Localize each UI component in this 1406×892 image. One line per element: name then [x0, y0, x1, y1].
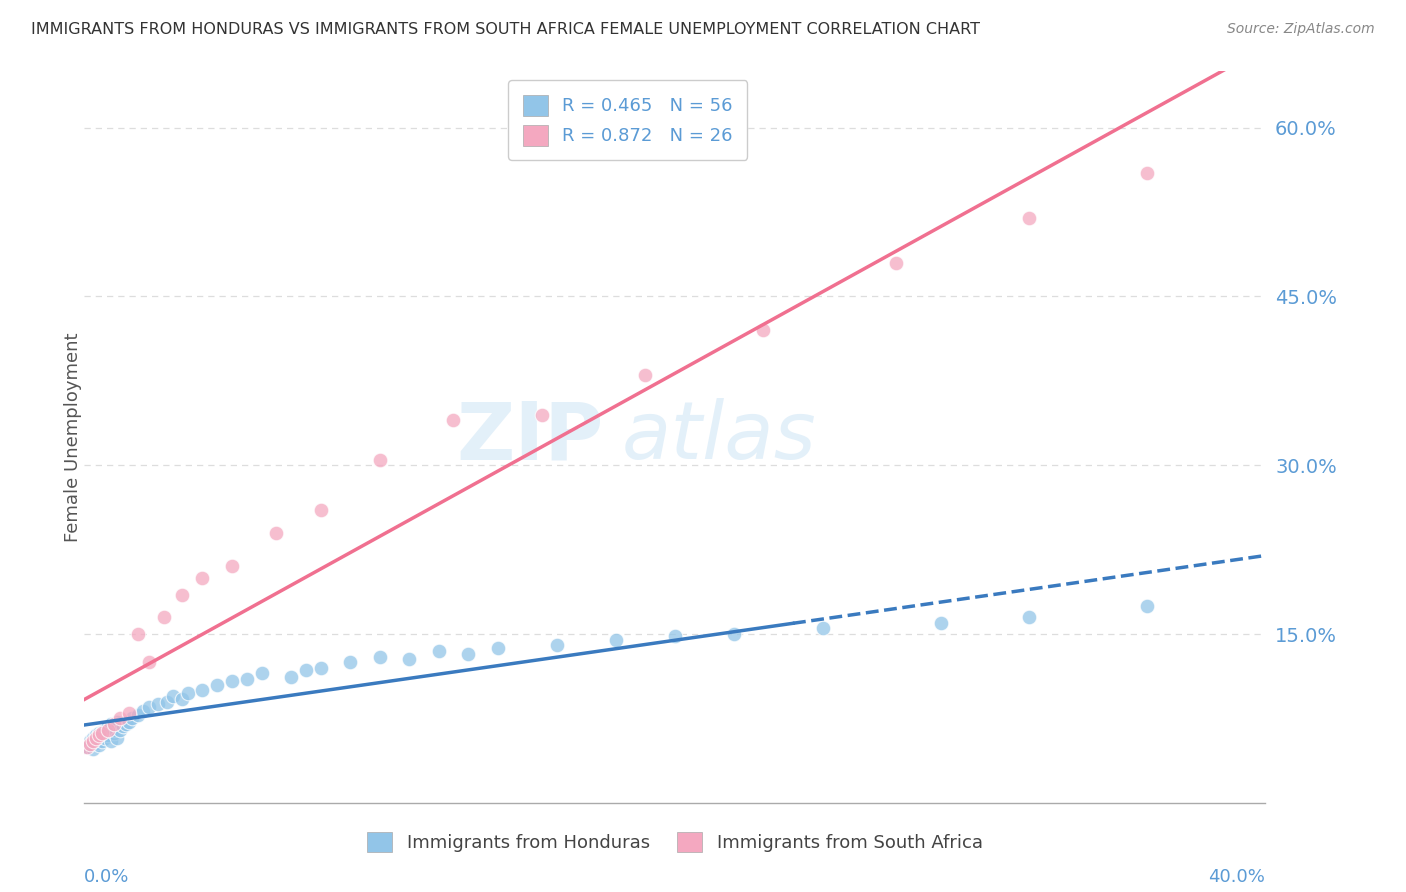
Y-axis label: Female Unemployment: Female Unemployment	[65, 333, 82, 541]
Point	[207, 678, 229, 692]
Point	[457, 647, 479, 661]
Point	[221, 559, 243, 574]
Point	[1136, 599, 1159, 613]
Point	[443, 413, 465, 427]
Point	[84, 728, 107, 742]
Point	[191, 571, 214, 585]
Point	[97, 728, 120, 742]
Text: 40.0%: 40.0%	[1209, 868, 1265, 886]
Point	[132, 704, 155, 718]
Point	[79, 737, 101, 751]
Point	[82, 741, 104, 756]
Point	[280, 670, 302, 684]
Point	[486, 640, 509, 655]
Point	[121, 711, 143, 725]
Point	[105, 731, 128, 745]
Point	[309, 661, 332, 675]
Point	[156, 694, 179, 708]
Point	[723, 627, 745, 641]
Point	[177, 685, 200, 699]
Point	[105, 714, 128, 729]
Point	[153, 610, 176, 624]
Point	[250, 666, 273, 681]
Point	[79, 734, 101, 748]
Text: Source: ZipAtlas.com: Source: ZipAtlas.com	[1227, 22, 1375, 37]
Point	[531, 408, 554, 422]
Point	[1136, 166, 1159, 180]
Point	[76, 739, 98, 754]
Point	[114, 717, 136, 731]
Point	[118, 714, 141, 729]
Point	[111, 719, 134, 733]
Point	[368, 452, 391, 467]
Point	[1018, 211, 1040, 225]
Text: ZIP: ZIP	[457, 398, 605, 476]
Point	[82, 734, 104, 748]
Point	[103, 726, 125, 740]
Point	[886, 255, 908, 269]
Legend: Immigrants from Honduras, Immigrants from South Africa: Immigrants from Honduras, Immigrants fro…	[356, 821, 994, 863]
Point	[82, 731, 104, 745]
Point	[929, 615, 952, 630]
Point	[79, 737, 101, 751]
Point	[634, 368, 657, 383]
Point	[87, 739, 111, 753]
Point	[94, 723, 117, 737]
Point	[127, 627, 149, 641]
Point	[108, 723, 131, 737]
Point	[97, 723, 120, 737]
Point	[97, 719, 120, 733]
Point	[108, 711, 131, 725]
Point	[664, 629, 686, 643]
Point	[546, 638, 568, 652]
Point	[103, 723, 125, 737]
Point	[309, 503, 332, 517]
Point	[84, 731, 107, 745]
Point	[605, 632, 627, 647]
Point	[170, 588, 193, 602]
Point	[94, 731, 117, 745]
Point	[87, 726, 111, 740]
Point	[148, 697, 170, 711]
Point	[339, 655, 361, 669]
Point	[100, 734, 122, 748]
Text: IMMIGRANTS FROM HONDURAS VS IMMIGRANTS FROM SOUTH AFRICA FEMALE UNEMPLOYMENT COR: IMMIGRANTS FROM HONDURAS VS IMMIGRANTS F…	[31, 22, 980, 37]
Point	[76, 739, 98, 754]
Point	[170, 692, 193, 706]
Point	[236, 672, 259, 686]
Point	[368, 649, 391, 664]
Point	[398, 652, 420, 666]
Point	[127, 708, 149, 723]
Point	[811, 621, 834, 635]
Text: 0.0%: 0.0%	[84, 868, 129, 886]
Point	[191, 683, 214, 698]
Point	[266, 525, 288, 540]
Text: atlas: atlas	[621, 398, 817, 476]
Point	[138, 655, 160, 669]
Point	[91, 725, 114, 739]
Point	[91, 734, 114, 748]
Point	[427, 644, 450, 658]
Point	[1018, 610, 1040, 624]
Point	[100, 717, 122, 731]
Point	[91, 726, 114, 740]
Point	[295, 663, 318, 677]
Point	[103, 717, 125, 731]
Point	[221, 674, 243, 689]
Point	[87, 728, 111, 742]
Point	[84, 736, 107, 750]
Point	[138, 700, 160, 714]
Point	[752, 323, 775, 337]
Point	[162, 689, 184, 703]
Point	[118, 706, 141, 720]
